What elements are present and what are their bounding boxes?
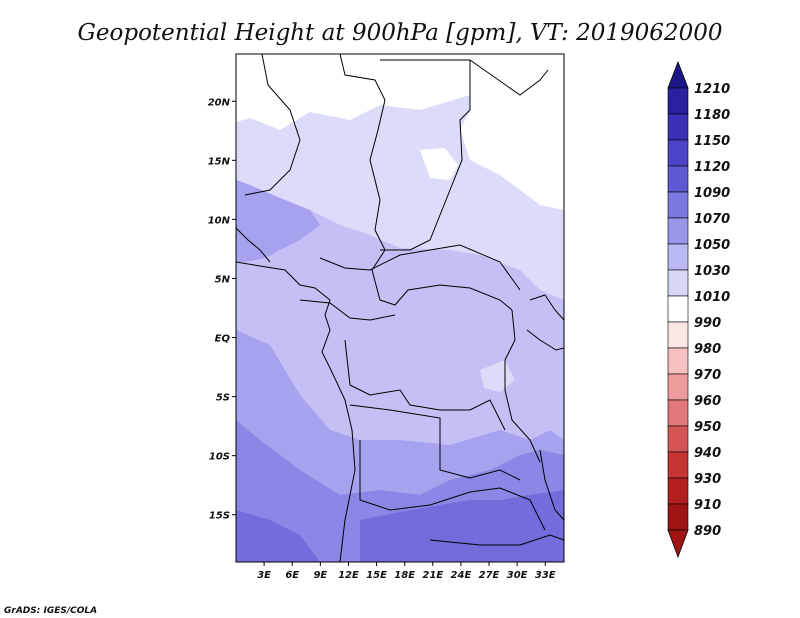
lat-tick-label: EQ bbox=[215, 334, 231, 345]
colorbar-segment bbox=[667, 217, 689, 245]
colorbar-level-label: 910 bbox=[694, 498, 721, 513]
colorbar-level-label: 950 bbox=[694, 420, 721, 435]
field-1050-region-west bbox=[236, 180, 320, 262]
colorbar-bottom-arrow bbox=[667, 529, 689, 559]
lat-tick-label: 10S bbox=[209, 452, 230, 463]
colorbar-segment bbox=[667, 139, 689, 167]
colorbar-segment bbox=[667, 451, 689, 479]
colorbar-segment bbox=[667, 321, 689, 349]
lon-tick-label: 27E bbox=[479, 570, 500, 581]
lat-tick-label: 15N bbox=[208, 156, 231, 167]
colorbar-segment bbox=[667, 373, 689, 401]
colorbar-level-label: 890 bbox=[694, 524, 721, 539]
field-1010-region-lakes bbox=[480, 360, 515, 392]
colorbar-level-label: 1150 bbox=[694, 134, 730, 149]
colorbar-segment bbox=[667, 87, 689, 115]
colorbar-level-label: 930 bbox=[694, 472, 721, 487]
lat-tick-label: 15S bbox=[209, 511, 230, 522]
lat-tick-label: 10N bbox=[208, 215, 231, 226]
colorbar-segment bbox=[667, 191, 689, 219]
colorbar-level-label: 1180 bbox=[694, 108, 730, 123]
colorbar-segment bbox=[667, 165, 689, 193]
coastlines-and-borders bbox=[236, 54, 564, 562]
lon-tick-label: 12E bbox=[338, 570, 359, 581]
colorbar-segment bbox=[667, 295, 689, 323]
map-plot-area bbox=[236, 54, 564, 562]
longitude-axis: 3E 6E 9E 12E 15E 18E 21E 24E 27E 30E 33E bbox=[257, 562, 556, 581]
colorbar-level-label: 970 bbox=[694, 368, 721, 383]
lon-tick-label: 30E bbox=[507, 570, 528, 581]
lon-tick-label: 3E bbox=[257, 570, 271, 581]
colorbar-level-label: 1120 bbox=[694, 160, 730, 175]
colorbar-segment bbox=[667, 243, 689, 271]
colorbar-level-label: 940 bbox=[694, 446, 721, 461]
field-below-1010-region-central bbox=[420, 148, 458, 180]
colorbar-level-label: 960 bbox=[694, 394, 721, 409]
field-1090-region-west bbox=[236, 510, 320, 562]
lon-tick-label: 9E bbox=[313, 570, 327, 581]
colorbar-segment bbox=[667, 425, 689, 453]
field-1030-region-congo bbox=[295, 270, 530, 410]
colorbar-segment bbox=[667, 269, 689, 297]
field-below-1010-region bbox=[236, 54, 470, 130]
lon-tick-label: 6E bbox=[285, 570, 299, 581]
colorbar-segment bbox=[667, 503, 689, 531]
colorbar-level-label: 1090 bbox=[694, 186, 730, 201]
colorbar: 1210 1180 1150 1120 1090 1070 1050 1030 1010 990 9… bbox=[667, 60, 730, 559]
colorbar-level-label: 1210 bbox=[694, 82, 730, 97]
lon-tick-label: 33E bbox=[535, 570, 556, 581]
lat-tick-label: 5N bbox=[215, 274, 231, 285]
colorbar-level-label: 1010 bbox=[694, 290, 730, 305]
colorbar-level-label: 1030 bbox=[694, 264, 730, 279]
colorbar-segment bbox=[667, 399, 689, 427]
colorbar-level-label: 1070 bbox=[694, 212, 730, 227]
latitude-axis: 20N 15N 10N 5N EQ 5S 10S 15S bbox=[208, 97, 236, 522]
colorbar-segment bbox=[667, 113, 689, 141]
colorbar-level-label: 980 bbox=[694, 342, 721, 357]
lat-tick-label: 20N bbox=[208, 97, 231, 108]
lon-tick-label: 24E bbox=[451, 570, 472, 581]
colorbar-top-arrow bbox=[667, 60, 689, 89]
field-1090-region bbox=[360, 490, 564, 562]
grads-credit: GrADS: IGES/COLA bbox=[4, 606, 97, 616]
lat-tick-label: 5S bbox=[216, 393, 230, 404]
field-below-1010-region-east bbox=[460, 54, 564, 210]
colorbar-segment bbox=[667, 477, 689, 505]
colorbar-level-label: 1050 bbox=[694, 238, 730, 253]
map-title: Geopotential Height at 900hPa [gpm], VT:… bbox=[78, 20, 723, 46]
colorbar-level-label: 990 bbox=[694, 316, 721, 331]
map-frame bbox=[235, 53, 565, 563]
lon-tick-label: 18E bbox=[394, 570, 415, 581]
lon-tick-label: 15E bbox=[366, 570, 387, 581]
lon-tick-label: 21E bbox=[422, 570, 443, 581]
colorbar-segment bbox=[667, 347, 689, 375]
